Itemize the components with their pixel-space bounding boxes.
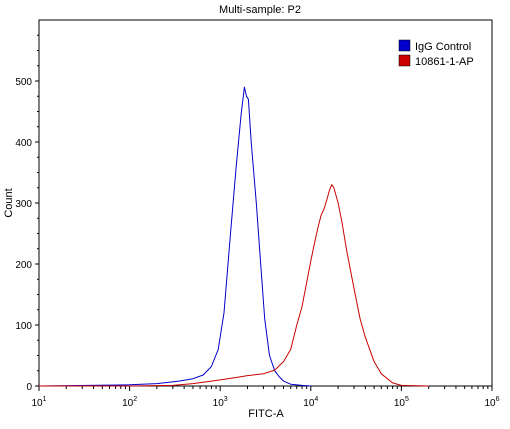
x-tick-label: 101 [31,396,46,409]
y-axis-label: Count [3,188,15,217]
chart-title: Multi-sample: P2 [219,4,301,16]
series-line-1 [38,86,311,387]
y-tick-label: 100 [15,321,32,332]
legend-label: IgG Control [415,41,471,53]
x-tick-label: 103 [213,396,228,409]
legend: IgG Control 10861-1-AP [398,39,474,68]
x-tick-label: 105 [394,396,409,409]
plot-frame [38,19,493,387]
y-tick-label: 500 [15,77,32,88]
legend-swatch [398,39,411,52]
legend-swatch [398,54,411,67]
y-tick-label: 300 [15,199,32,210]
x-axis-label: FITC-A [248,408,284,420]
y-tick-label: 200 [15,260,32,271]
x-tick-label: 104 [303,396,318,409]
x-axis-ticks: 101 102 103 104 105 106 [31,386,500,409]
series-line-2 [39,184,429,387]
x-tick-label: 106 [484,396,499,409]
y-axis-ticks: 0 100 200 300 400 500 [15,34,39,393]
legend-label: 10861-1-AP [415,56,474,68]
y-tick-label: 0 [26,382,32,393]
y-tick-label: 400 [15,138,32,149]
series-layer [38,86,429,387]
x-tick-label: 102 [122,396,137,409]
